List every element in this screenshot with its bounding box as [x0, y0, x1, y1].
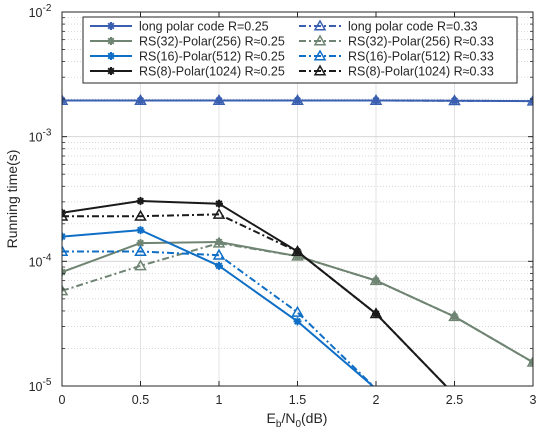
x-axis-title-sub2: 0 [295, 419, 301, 430]
legend-label: long polar code R=0.33 [348, 20, 478, 34]
x-tick-label: 0 [59, 393, 66, 407]
x-axis-title-sub1: b [276, 419, 282, 430]
y-tick-label: 10-2 [29, 3, 52, 20]
series-layer [62, 93, 533, 386]
data-point-marker [134, 209, 147, 221]
series-3 [62, 236, 533, 367]
legend-label: RS(32)-Polar(256) R≈0.25 [139, 35, 285, 49]
series-line [62, 250, 375, 386]
legend-marker [107, 52, 115, 60]
series-line [62, 99, 533, 103]
data-point-marker [448, 94, 461, 106]
data-point-marker [526, 355, 533, 367]
x-tick-label: 1.5 [289, 393, 306, 407]
legend-label: RS(16)-Polar(512) R≈0.25 [139, 50, 285, 64]
x-axis-title-tail: (dB) [301, 410, 327, 426]
data-point-marker [62, 244, 69, 256]
data-point-marker [136, 226, 145, 235]
data-point-marker [215, 261, 223, 270]
data-point-marker [212, 207, 226, 219]
data-point-marker [291, 244, 304, 256]
legend-entry: RS(16)-Polar(512) R≈0.33 [299, 49, 494, 64]
series-line [62, 200, 448, 386]
ticks: 0 0.5 1 1.5 2 2.5 3 10-5 10-4 10-3 10-2 [29, 3, 537, 407]
data-point-marker [212, 236, 226, 248]
legend-entry: RS(8)-Polar(1024) R≈0.33 [299, 64, 494, 79]
legend-marker [313, 19, 327, 31]
legend-entry: long polar code R=0.33 [299, 19, 478, 34]
y-tick-label: 10-5 [29, 377, 52, 394]
data-point-marker [62, 284, 69, 296]
data-point-marker [212, 248, 226, 260]
legend-label: long polar code R=0.25 [139, 20, 269, 34]
x-axis-title-main: E [267, 410, 276, 426]
data-point-marker [134, 244, 147, 256]
data-point-marker [369, 307, 383, 319]
legend-entry: RS(16)-Polar(512) R≈0.25 [90, 50, 285, 64]
legend-marker [313, 64, 327, 76]
x-tick-label: 2.5 [446, 393, 463, 407]
series-1 [62, 93, 533, 106]
x-tick-label: 2 [373, 393, 380, 407]
legend-entry: RS(32)-Polar(256) R≈0.33 [299, 34, 494, 49]
series-7 [62, 207, 448, 386]
legend-entry: RS(8)-Polar(1024) R≈0.25 [90, 65, 285, 79]
series-5 [62, 244, 375, 386]
y-axis-title: Running time(s) [4, 150, 20, 249]
data-point-marker [134, 93, 147, 106]
legend-marker [107, 22, 115, 30]
data-point-marker [291, 305, 304, 317]
legend-entry: long polar code R=0.25 [90, 20, 269, 34]
x-tick-label: 1 [216, 393, 223, 407]
y-tick-label: 10-3 [29, 128, 52, 145]
data-point-marker [369, 93, 383, 106]
legend-marker [313, 34, 327, 46]
x-axis-title: Eb/N0(dB) [267, 410, 328, 430]
data-point-marker [448, 310, 461, 322]
x-tick-label: 3 [530, 393, 537, 407]
legend: long polar code R=0.25 long polar code R=… [82, 16, 518, 84]
data-point-marker [136, 196, 145, 205]
legend-marker [107, 37, 115, 45]
y-tick-label: 10-4 [29, 252, 52, 269]
series-4 [62, 226, 375, 386]
data-point-marker [134, 259, 147, 271]
legend-label: RS(8)-Polar(1024) R≈0.25 [139, 65, 285, 79]
data-point-marker [62, 93, 69, 106]
series-6 [62, 196, 448, 386]
data-point-marker [62, 209, 69, 221]
legend-marker [107, 67, 115, 75]
legend-marker [313, 49, 327, 61]
legend-entry: RS(32)-Polar(256) R≈0.25 [90, 35, 285, 49]
series-line [62, 213, 448, 386]
x-tick-label: 0.5 [132, 393, 149, 407]
data-point-marker [526, 94, 533, 106]
data-point-marker [291, 93, 304, 106]
series-line [62, 242, 533, 364]
legend-label: RS(32)-Polar(256) R≈0.33 [348, 35, 494, 49]
data-point-marker [293, 317, 302, 326]
legend-label: RS(8)-Polar(1024) R≈0.33 [348, 65, 494, 79]
data-point-marker [369, 274, 383, 286]
x-axis-title-mid: /N [281, 410, 295, 426]
legend-label: RS(16)-Polar(512) R≈0.33 [348, 50, 494, 64]
data-point-marker [212, 93, 226, 106]
data-point-marker [215, 199, 223, 208]
